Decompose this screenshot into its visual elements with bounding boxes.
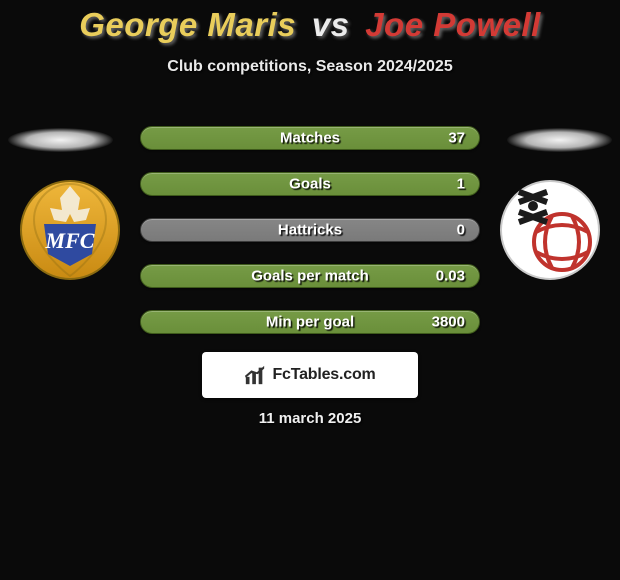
versus-label: vs [312,6,350,43]
subtitle: Club competitions, Season 2024/2025 [0,58,620,76]
rotherham-crest-icon [500,180,600,280]
stat-bar: Matches37 [140,126,480,150]
stat-label: Hattricks [141,222,479,239]
stat-bar: Goals per match0.03 [140,264,480,288]
club-crest-right [500,180,600,280]
svg-text:MFC: MFC [45,228,95,253]
stat-label: Matches [141,130,479,147]
player1-name: George Maris [79,6,296,43]
stat-bar: Goals1 [140,172,480,196]
bar-chart-icon [244,364,266,386]
stat-bar: Hattricks0 [140,218,480,242]
fctables-logo: FcTables.com [202,352,418,398]
date-label: 11 march 2025 [0,410,620,427]
crest-shadow-right [507,128,612,152]
club-crest-left: MFC [20,180,120,280]
stat-value: 37 [448,130,465,147]
stat-label: Min per goal [141,314,479,331]
page-title: George Maris vs Joe Powell [0,0,620,44]
stat-bar: Min per goal3800 [140,310,480,334]
mansfield-crest-icon: MFC [20,180,120,280]
stat-value: 1 [457,176,465,193]
stat-label: Goals per match [141,268,479,285]
stat-value: 0.03 [436,268,465,285]
stat-bars: Matches37 Goals1 Hattricks0 Goals per match… [140,126,480,356]
player2-name: Joe Powell [365,6,541,43]
crest-shadow-left [8,128,113,152]
fctables-brand-text: FcTables.com [272,366,375,384]
stat-value: 0 [457,222,465,239]
stat-value: 3800 [432,314,465,331]
stat-label: Goals [141,176,479,193]
